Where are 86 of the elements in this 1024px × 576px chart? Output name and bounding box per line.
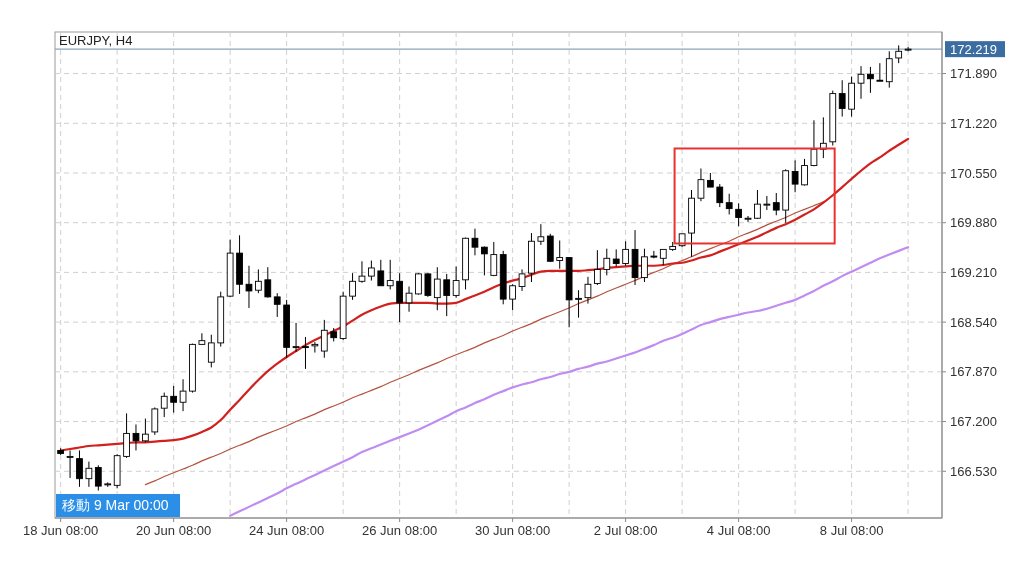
candlestick xyxy=(876,62,884,82)
annotation: 移動 9 Mar 00:00 xyxy=(62,497,169,514)
y-tick-label: 171.220 xyxy=(950,115,997,131)
candlestick xyxy=(151,406,159,436)
candlestick xyxy=(650,250,658,259)
candlestick xyxy=(66,449,74,479)
y-tick-label: 169.210 xyxy=(950,264,997,280)
candlestick xyxy=(170,385,178,414)
candlestick xyxy=(490,241,498,277)
candlestick xyxy=(415,272,422,296)
candlestick xyxy=(810,119,818,167)
candlestick xyxy=(76,449,83,488)
candlestick xyxy=(575,289,582,319)
y-tick-label: 167.200 xyxy=(950,414,997,430)
candlestick xyxy=(377,259,385,287)
candlestick xyxy=(292,322,300,353)
candlestick xyxy=(801,158,808,187)
candlestick xyxy=(744,215,752,223)
candlestick xyxy=(725,193,733,216)
candlestick xyxy=(838,79,846,118)
y-tick-label: 167.870 xyxy=(950,364,997,380)
candlestick xyxy=(94,464,102,492)
x-tick-label: 30 Jun 08:00 xyxy=(475,523,551,538)
candlestick xyxy=(885,50,893,89)
x-tick-label: 2 Jul 08:00 xyxy=(593,523,658,538)
y-tick-label: 168.540 xyxy=(950,314,997,330)
candlestick xyxy=(320,319,328,359)
candlestick xyxy=(386,259,394,290)
candlestick xyxy=(518,268,526,292)
line-series xyxy=(59,137,910,452)
candlestick xyxy=(603,248,611,276)
candlestick xyxy=(207,334,215,368)
x-tick-label: 24 Jun 08:00 xyxy=(249,523,325,538)
candlestick xyxy=(160,392,168,418)
candlestick xyxy=(735,202,742,227)
candlestick xyxy=(594,249,601,286)
candlestick xyxy=(132,424,140,451)
candlestick xyxy=(424,272,432,298)
candlestick xyxy=(405,286,413,313)
candlestick xyxy=(716,183,724,208)
candlestick xyxy=(471,228,479,256)
candlestick xyxy=(179,378,187,412)
y-tick-label: 171.890 xyxy=(950,66,997,82)
x-tick-label: 8 Jul 08:00 xyxy=(819,523,884,538)
candlestick xyxy=(772,192,780,216)
x-tick-label: 18 Jun 08:00 xyxy=(23,523,99,538)
x-tick-label: 20 Jun 08:00 xyxy=(136,523,212,538)
candlestick xyxy=(85,461,93,488)
candlestick xyxy=(273,292,281,318)
y-tick-label: 170.550 xyxy=(950,165,997,181)
ref-line-label: 172.219 xyxy=(950,41,997,57)
candlestick xyxy=(697,168,705,202)
y-tick-label: 169.880 xyxy=(950,215,997,231)
line-series xyxy=(229,246,910,517)
candlestick xyxy=(443,273,451,317)
y-tick-label: 166.530 xyxy=(950,463,997,479)
candlestick xyxy=(867,66,874,94)
candlestick xyxy=(791,159,799,193)
candlestick xyxy=(622,240,629,267)
candlestick xyxy=(349,272,356,301)
candlestick xyxy=(509,283,516,311)
line-series xyxy=(144,201,824,486)
candlestick xyxy=(641,248,648,283)
candlestick xyxy=(452,265,460,299)
candlestick xyxy=(537,223,545,246)
candlestick xyxy=(302,336,309,370)
candlestick xyxy=(142,418,149,443)
x-tick-label: 26 Jun 08:00 xyxy=(362,523,438,538)
candlestick xyxy=(358,260,366,284)
candlestick xyxy=(368,260,375,282)
candlestick xyxy=(198,332,206,345)
candlestick xyxy=(433,266,441,311)
chart-title: EURJPY, H4 xyxy=(59,33,133,48)
candlestick xyxy=(264,266,272,299)
candlestick xyxy=(255,268,262,294)
candlestick xyxy=(857,65,865,100)
candlestick xyxy=(584,276,592,305)
candlestick xyxy=(245,265,253,309)
candlestick xyxy=(123,412,130,459)
candlestick xyxy=(396,272,403,323)
candlestick xyxy=(311,341,319,354)
candlestick xyxy=(556,240,564,270)
x-tick-label: 4 Jul 08:00 xyxy=(706,523,771,538)
candlestick xyxy=(481,245,488,276)
candlestick xyxy=(754,189,761,220)
candlestick xyxy=(763,195,771,211)
